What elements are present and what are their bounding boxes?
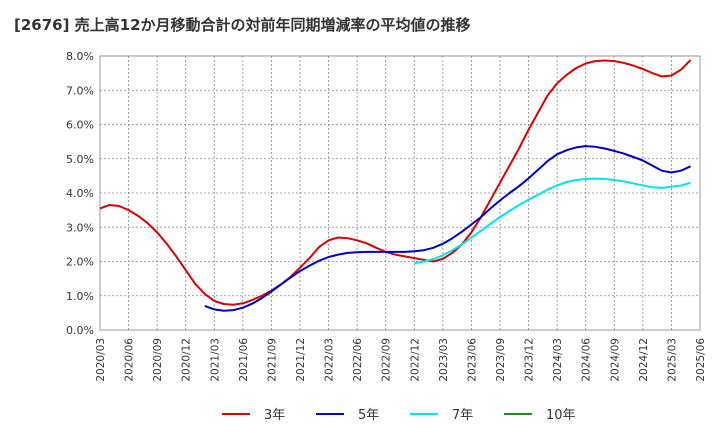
grid-lines [100,55,700,330]
x-tick-label: 2022/09 [381,338,393,382]
y-tick-label: 0.0% [66,324,94,337]
chart-title: [2676] 売上高12か月移動合計の対前年同期増減率の平均値の推移 [14,16,471,34]
y-tick-label: 6.0% [66,119,94,132]
x-tick-label: 2021/03 [209,338,221,382]
series-line [204,145,691,312]
y-tick-label: 8.0% [66,50,94,63]
x-tick-label: 2021/06 [238,338,250,382]
y-tick-label: 2.0% [66,256,94,269]
legend-label: 7年 [452,408,473,423]
x-tick-label: 2020/06 [124,338,136,382]
series-line [99,59,692,306]
y-tick-label: 4.0% [66,187,94,200]
x-tick-label: 2023/06 [466,338,478,382]
y-tick-label: 1.0% [66,290,94,303]
x-tick-label: 2022/06 [352,338,364,382]
legend-label: 3年 [264,408,285,423]
x-tick-label: 2023/09 [495,338,507,382]
x-tick-label: 2024/12 [638,338,650,382]
y-tick-label: 5.0% [66,153,94,166]
legend-label: 10年 [546,408,576,423]
x-tick-label: 2024/06 [581,338,593,382]
x-tick-label: 2025/03 [666,338,678,382]
x-axis-ticks: 2020/03 2020/06 2020/09 2020/12 2021/03 2021/… [95,338,707,382]
x-tick-label: 2024/03 [552,338,564,382]
x-tick-label: 2022/03 [324,338,336,382]
series-line [414,177,691,265]
x-tick-label: 2021/09 [266,338,278,382]
x-tick-label: 2023/12 [524,338,536,382]
x-tick-label: 2021/12 [295,338,307,382]
y-tick-label: 7.0% [66,84,94,97]
x-tick-label: 2020/12 [181,338,193,382]
y-axis-ticks: 0.0% 1.0% 2.0% 3.0% 4.0% 5.0% 6.0% 7.0% 8.0% [66,50,94,337]
series-lines [99,59,692,312]
legend: 3年 5年 7年 10年 [222,408,576,423]
x-tick-label: 2022/12 [409,338,421,382]
x-tick-label: 2020/09 [152,338,164,382]
x-tick-label: 2020/03 [95,338,107,382]
x-tick-label: 2025/06 [695,338,707,382]
x-tick-label: 2024/09 [609,338,621,382]
legend-label: 5年 [358,408,379,423]
y-tick-label: 3.0% [66,221,94,234]
x-tick-label: 2023/03 [438,338,450,382]
